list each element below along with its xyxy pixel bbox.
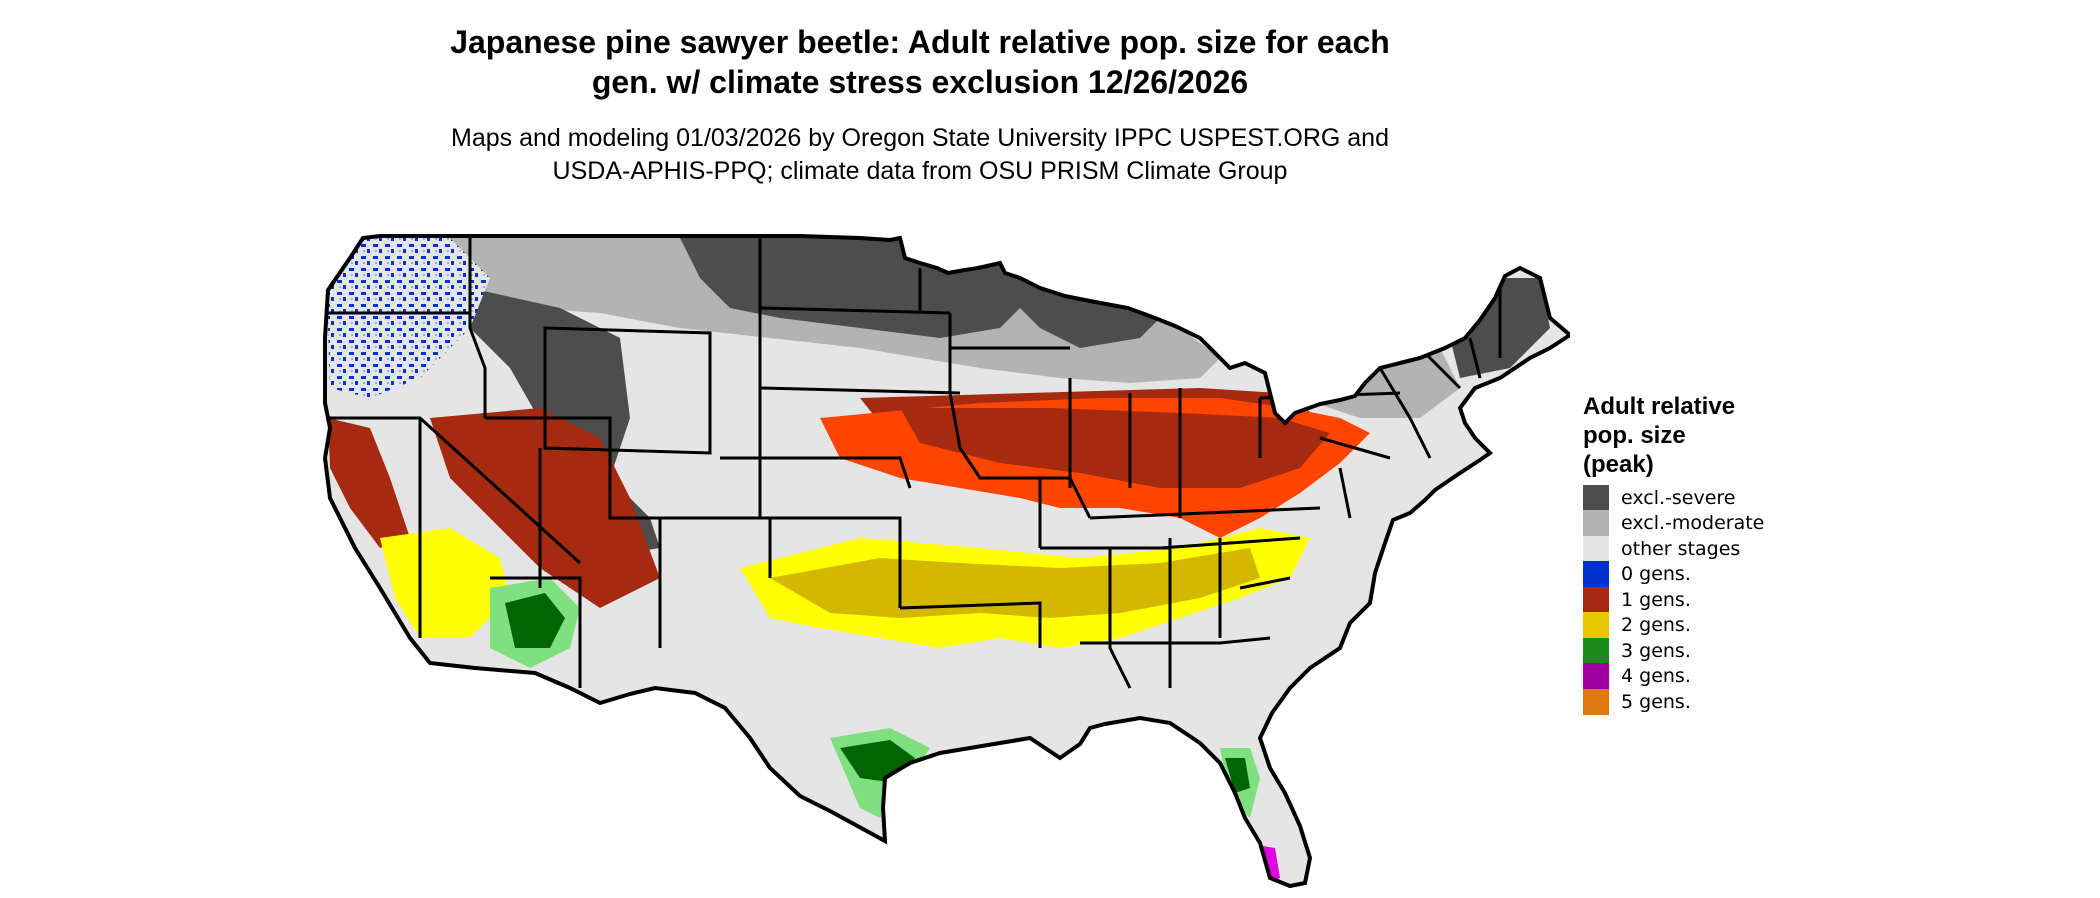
legend-title-line: pop. size [1583, 422, 1686, 449]
legend-label: other stages [1621, 537, 1741, 560]
zone-two-gens-dark-south [770, 548, 1260, 618]
map-zones [325, 238, 1550, 886]
legend-label: 3 gens. [1621, 639, 1691, 662]
legend-swatch [1583, 586, 1609, 613]
legend-item: 1 gens. [1583, 586, 1823, 613]
zone-three-gens-dark-florida [1225, 758, 1250, 793]
zone-zero-gens-northwest [325, 238, 490, 398]
legend-swatch [1583, 484, 1609, 511]
legend-swatch [1583, 561, 1609, 588]
legend-swatch [1583, 663, 1609, 690]
subtitle-line-1: Maps and modeling 01/03/2026 by Oregon S… [451, 124, 1389, 152]
map-subtitle: Maps and modeling 01/03/2026 by Oregon S… [0, 122, 1840, 188]
legend-item: excl.-moderate [1583, 510, 1823, 537]
legend-item: 4 gens. [1583, 663, 1823, 690]
legend-item: other stages [1583, 535, 1823, 562]
legend-swatch [1583, 510, 1609, 537]
legend-item: excl.-severe [1583, 484, 1823, 511]
legend-item: 5 gens. [1583, 688, 1823, 715]
legend-swatch [1583, 688, 1609, 715]
legend-item: 3 gens. [1583, 637, 1823, 664]
legend-label: excl.-moderate [1621, 512, 1765, 535]
title-line-2: gen. w/ climate stress exclusion 12/26/2… [591, 64, 1249, 100]
legend-item: 0 gens. [1583, 561, 1823, 588]
legend-label: 1 gens. [1621, 588, 1691, 611]
zone-two-gens-southwest [380, 528, 510, 638]
zone-one-gen-dark-california [328, 418, 410, 548]
map-title: Japanese pine sawyer beetle: Adult relat… [0, 22, 1840, 102]
subtitle-line-2: USDA-APHIS-PPQ; climate data from OSU PR… [552, 157, 1288, 185]
legend-swatch [1583, 535, 1609, 562]
legend-items: excl.-severe excl.-moderate other stages 0 … [1583, 484, 1823, 715]
legend-label: 4 gens. [1621, 665, 1691, 688]
zone-one-gen-dark-band [900, 408, 1330, 488]
legend-item: 2 gens. [1583, 612, 1823, 639]
legend-label: 5 gens. [1621, 690, 1691, 713]
zone-one-gen-dark-southwest [430, 408, 660, 608]
legend-label: 0 gens. [1621, 563, 1691, 586]
legend-swatch [1583, 612, 1609, 639]
legend-title: Adult relative pop. size (peak) [1583, 392, 1823, 479]
title-line-1: Japanese pine sawyer beetle: Adult relat… [450, 24, 1390, 60]
legend: Adult relative pop. size (peak) excl.-se… [1583, 392, 1823, 715]
state-boundaries [325, 238, 1502, 689]
legend-swatch [1583, 637, 1609, 664]
legend-label: 2 gens. [1621, 614, 1691, 637]
zone-three-gens-dark-arizona [505, 593, 565, 648]
legend-label: excl.-severe [1621, 486, 1736, 509]
us-map [323, 234, 1570, 888]
legend-title-line: Adult relative [1583, 393, 1736, 420]
legend-title-line: (peak) [1583, 451, 1654, 478]
